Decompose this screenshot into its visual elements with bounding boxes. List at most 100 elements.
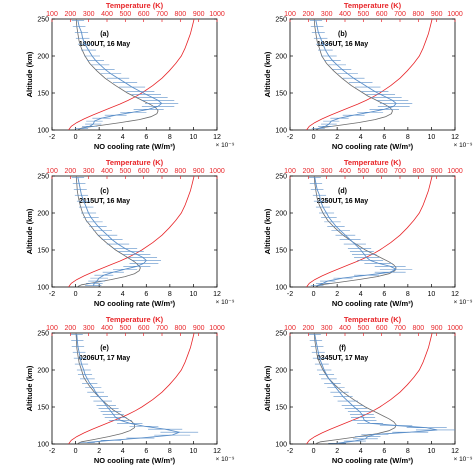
top-x-tick-label: 800: [412, 325, 424, 332]
x-tick-label: 12: [213, 291, 221, 298]
x-tick-label: 10: [190, 134, 198, 141]
y-tick-label: 150: [275, 248, 287, 255]
plot-frame: [289, 332, 456, 445]
x-tick-label: -2: [49, 134, 55, 141]
observed-profile-line: [314, 177, 398, 286]
x-exponent: × 10⁻⁹: [215, 142, 234, 149]
x-tick-label: 10: [428, 448, 436, 455]
chart-panel-a: -2 0 2 4 6 8 10 12 100 200 300 400 500 600 700 800 900 10…: [25, 1, 235, 151]
x-tick-label: 0: [74, 291, 78, 298]
top-x-tick-label: 400: [339, 325, 351, 332]
top-x-tick-label: 500: [119, 325, 131, 332]
top-x-tick-label: 600: [376, 168, 388, 175]
data-layer: [306, 176, 433, 287]
top-x-tick-label: 600: [376, 11, 388, 18]
data-layer: [306, 19, 433, 130]
observed-profile-line: [314, 334, 438, 444]
top-x-tick-label: 500: [119, 168, 131, 175]
y-tick-label: 100: [37, 285, 49, 292]
plot-frame: [51, 175, 218, 288]
top-x-tick-label: 100: [284, 325, 296, 332]
temperature-profile-line: [68, 19, 195, 130]
model-profile-line: [313, 176, 397, 287]
top-x-axis-title: Temperature (K): [344, 158, 402, 167]
chart-panel-e: -2 0 2 4 6 8 10 12 100 200 300 400 500 600 700 800 900 10…: [25, 315, 235, 465]
x-tick-label: -2: [287, 448, 293, 455]
y-axis-title: Altitude (km): [25, 51, 34, 97]
top-x-tick-label: 500: [357, 11, 369, 18]
time-label: 0206UT, 17 May: [79, 355, 130, 362]
x-tick-label: 8: [168, 134, 172, 141]
x-tick-label: 6: [382, 448, 386, 455]
x-tick-label: 10: [428, 291, 436, 298]
x-tick-label: 2: [335, 134, 339, 141]
x-axis-title: NO cooling rate (W/m³): [332, 299, 414, 308]
x-exponent: × 10⁻⁹: [453, 299, 472, 306]
chart-panel-f: -2 0 2 4 6 8 10 12 100 200 300 400 500 600 700 800 900 10…: [263, 315, 473, 465]
top-x-tick-label: 300: [321, 325, 333, 332]
x-tick-label: 4: [359, 448, 363, 455]
chart-panel-c: -2 0 2 4 6 8 10 12 100 200 300 400 500 600 700 800 900 10…: [25, 158, 235, 308]
x-exponent: × 10⁻⁹: [453, 142, 472, 149]
y-axis-title: Altitude (km): [25, 208, 34, 254]
top-x-tick-label: 900: [431, 11, 443, 18]
top-x-tick-label: 1000: [209, 325, 225, 332]
x-tick-label: -2: [49, 291, 55, 298]
panel-label: (c): [100, 188, 109, 195]
top-x-tick-label: 300: [321, 168, 333, 175]
y-axis-title: Altitude (km): [25, 365, 34, 411]
top-x-tick-label: 300: [83, 325, 95, 332]
top-x-tick-label: 1000: [447, 325, 463, 332]
top-x-axis-title: Temperature (K): [106, 1, 164, 10]
x-tick-label: 6: [382, 291, 386, 298]
model-profile-line: [313, 19, 393, 130]
top-x-tick-label: 600: [138, 168, 150, 175]
top-x-tick-label: 900: [193, 325, 205, 332]
x-tick-label: 8: [168, 291, 172, 298]
time-label: 2250UT, 16 May: [317, 198, 368, 205]
x-exponent: × 10⁻⁹: [453, 456, 472, 463]
chart-panel-d: -2 0 2 4 6 8 10 12 100 200 300 400 500 600 700 800 900 10…: [263, 158, 473, 308]
x-tick-label: 4: [121, 448, 125, 455]
model-profile-line: [75, 176, 141, 287]
model-profile-line: [75, 19, 159, 130]
plot-frame: [51, 18, 218, 131]
y-tick-label: 100: [275, 442, 287, 449]
x-tick-label: 6: [144, 448, 148, 455]
y-axis-title: Altitude (km): [263, 51, 272, 97]
panel-label: (b): [338, 31, 347, 38]
top-x-tick-label: 1000: [447, 11, 463, 18]
top-x-tick-label: 100: [284, 168, 296, 175]
panel-label: (e): [100, 345, 109, 352]
y-tick-label: 150: [275, 405, 287, 412]
temperature-profile-line: [306, 333, 433, 444]
x-tick-label: 10: [190, 448, 198, 455]
top-x-tick-label: 500: [119, 11, 131, 18]
observed-profile-line: [77, 177, 147, 286]
x-tick-label: 10: [428, 134, 436, 141]
top-x-tick-label: 600: [138, 325, 150, 332]
top-x-tick-label: 700: [394, 11, 406, 18]
y-tick-label: 200: [37, 54, 49, 61]
y-tick-label: 200: [37, 368, 49, 375]
x-axis-title: NO cooling rate (W/m³): [94, 142, 176, 151]
top-x-tick-label: 800: [174, 325, 186, 332]
x-tick-label: -2: [49, 448, 55, 455]
top-x-tick-label: 700: [394, 168, 406, 175]
data-layer: [68, 333, 199, 444]
x-tick-label: -2: [287, 291, 293, 298]
top-x-tick-label: 500: [357, 168, 369, 175]
data-layer: [306, 333, 455, 444]
y-tick-label: 200: [275, 211, 287, 218]
time-label: 0345UT, 17 May: [317, 355, 368, 362]
y-tick-label: 250: [275, 17, 287, 24]
top-x-tick-label: 1000: [447, 168, 463, 175]
top-x-tick-label: 100: [46, 11, 58, 18]
x-tick-label: 8: [406, 448, 410, 455]
top-x-tick-label: 400: [101, 325, 113, 332]
x-tick-label: 4: [359, 291, 363, 298]
x-axis-title: NO cooling rate (W/m³): [94, 299, 176, 308]
x-tick-label: 12: [451, 448, 459, 455]
y-tick-label: 100: [37, 128, 49, 135]
panel-label: (d): [338, 188, 347, 195]
